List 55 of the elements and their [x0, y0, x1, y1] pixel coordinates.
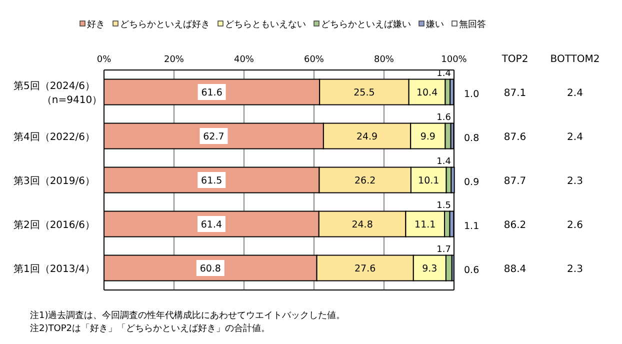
y-tick-label: 第4回（2022/6） — [13, 131, 95, 143]
x-tick-label: 100% — [441, 55, 468, 65]
data-label: 61.6 — [201, 88, 222, 98]
data-label: 9.3 — [422, 264, 438, 274]
text: 2.6 — [567, 220, 583, 231]
data-label: 25.5 — [354, 88, 375, 98]
data-label: 26.2 — [354, 176, 376, 186]
text: 86.2 — [504, 220, 526, 231]
data-label: 10.1 — [418, 176, 440, 186]
data-label: 1.5 — [436, 201, 451, 212]
legend-label: 嫌い — [426, 19, 444, 30]
legend-label: 無回答 — [459, 19, 486, 30]
text: 2.3 — [567, 264, 583, 275]
data-label: 1.0 — [464, 89, 480, 100]
data-label: 0.6 — [464, 265, 480, 276]
text: TOP2 — [500, 54, 528, 65]
data-label: 24.8 — [352, 220, 373, 230]
text: 87.1 — [504, 88, 526, 99]
text: 2.4 — [567, 88, 583, 99]
data-label: 60.8 — [200, 264, 221, 274]
data-label: 1.7 — [436, 245, 451, 256]
data-label: 1.6 — [436, 113, 452, 124]
text: 87.7 — [504, 176, 526, 187]
text: 2.4 — [567, 132, 583, 143]
data-label: 10.4 — [416, 88, 438, 98]
text: 注1)過去調査は、今回調査の性年代構成比にあわせてウエイトバックした値。 — [30, 310, 346, 321]
text: 87.6 — [504, 132, 526, 143]
y-tick-label: 第1回（2013/4） — [13, 263, 95, 275]
x-tick-label: 60% — [304, 55, 324, 65]
legend-label: 好き — [87, 19, 105, 30]
x-tick-label: 20% — [164, 55, 184, 65]
text: BOTTOM2 — [550, 54, 600, 65]
data-label: 61.5 — [201, 176, 222, 186]
data-label: 27.6 — [354, 264, 376, 274]
legend-label: どちらかといえば嫌い — [321, 19, 411, 30]
text: 88.4 — [504, 264, 526, 275]
data-label: 0.8 — [464, 133, 480, 144]
legend-label: どちらともいえない — [225, 20, 306, 30]
text: 2.3 — [567, 176, 583, 187]
y-tick-label: 第5回（2024/6）（n=9410） — [13, 80, 102, 106]
data-label: 62.7 — [203, 132, 224, 142]
y-tick-label: 第2回（2016/6） — [13, 219, 95, 231]
data-label: 11.1 — [414, 220, 436, 230]
y-tick-label: 第3回（2019/6） — [13, 175, 95, 187]
data-label: 61.4 — [200, 220, 222, 230]
legend-label: どちらかといえば好き — [120, 19, 210, 30]
text: 注2)TOP2は「好き」「どちらかといえば好き」の合計値。 — [30, 323, 270, 334]
data-label: 1.1 — [464, 221, 480, 232]
x-tick-label: 0% — [96, 55, 112, 65]
data-label: 24.9 — [356, 132, 378, 142]
x-tick-label: 80% — [374, 55, 394, 65]
data-label: 9.9 — [420, 132, 436, 142]
data-label: 0.9 — [464, 177, 480, 188]
x-tick-label: 40% — [234, 55, 254, 65]
data-label: 1.4 — [436, 157, 452, 168]
